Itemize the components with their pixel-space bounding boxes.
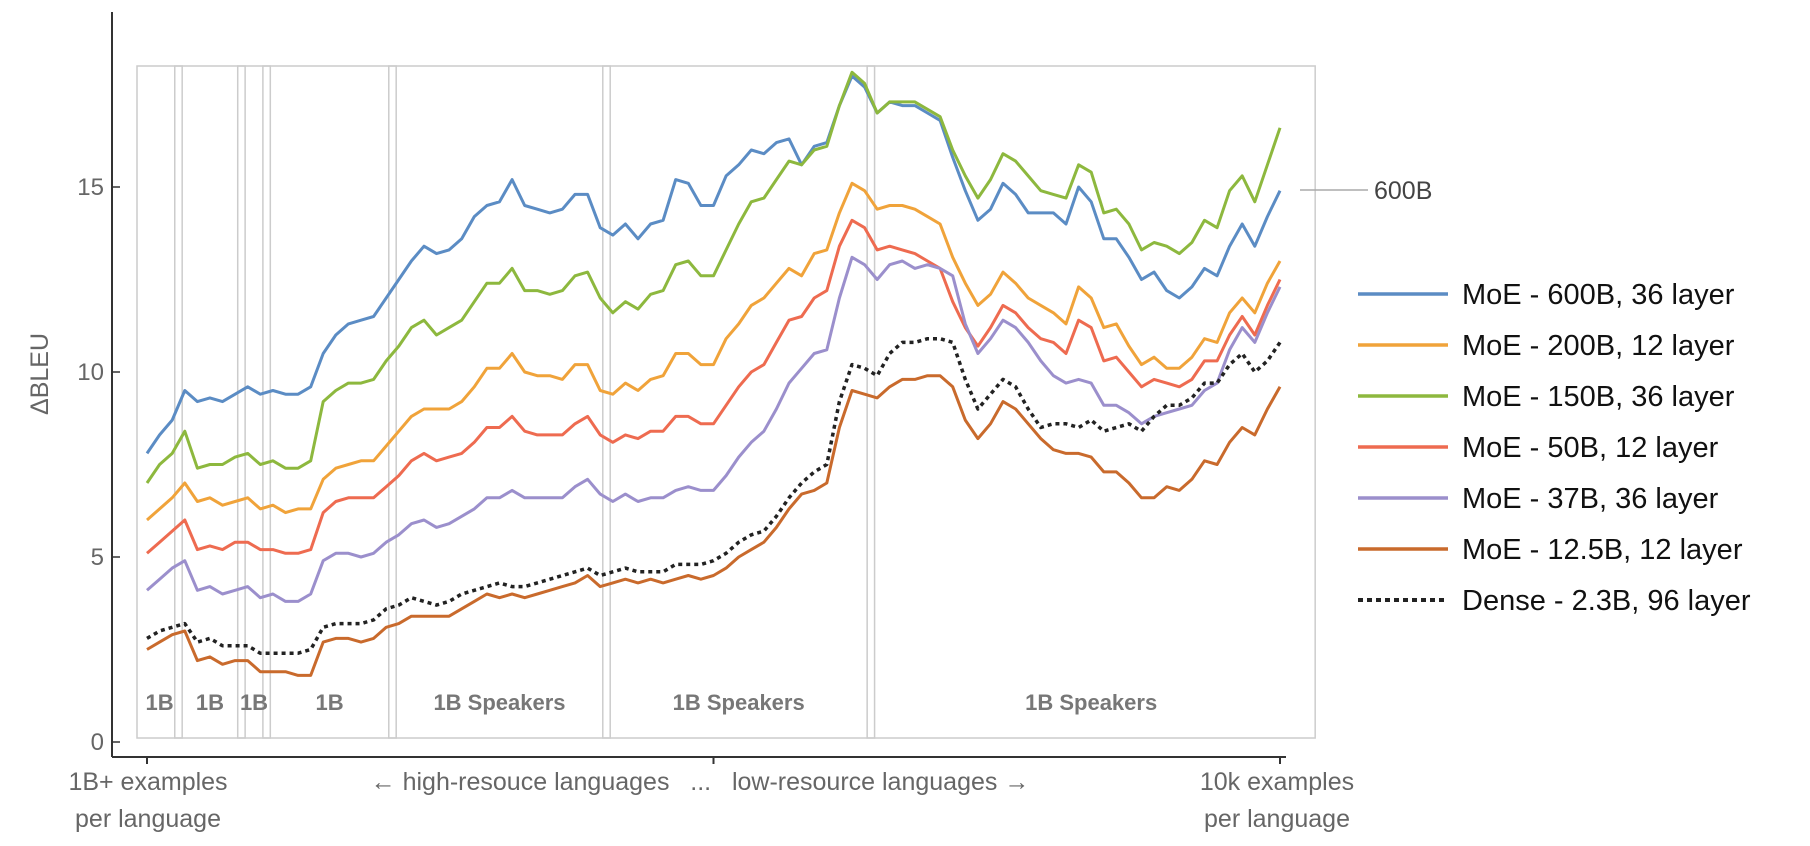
axes bbox=[111, 12, 1286, 764]
x-axis-center-label: ← high-resouce languages ... low-resourc… bbox=[371, 768, 1030, 796]
y-axis-ticks: 0 5 10 15 bbox=[77, 174, 120, 756]
legend-label: MoE - 37B, 36 layer bbox=[1462, 483, 1719, 515]
group-box bbox=[174, 65, 246, 739]
legend-label: MoE - 600B, 36 layer bbox=[1462, 279, 1735, 311]
callout-label: 600B bbox=[1374, 177, 1432, 205]
group-box bbox=[136, 65, 183, 739]
series-line bbox=[145, 74, 1282, 455]
x-axis-left-label-line2: per language bbox=[75, 805, 221, 833]
group-label: 1B bbox=[315, 690, 343, 715]
group-label: 1B Speakers bbox=[673, 690, 805, 715]
y-tick-label: 0 bbox=[91, 729, 104, 756]
legend-label: MoE - 200B, 12 layer bbox=[1462, 330, 1735, 362]
x-axis-right-label-line2: per language bbox=[1204, 805, 1350, 833]
group-label: 1B bbox=[240, 690, 268, 715]
series-line bbox=[146, 374, 1282, 677]
group-label: 1B Speakers bbox=[1025, 690, 1157, 715]
legend-label: MoE - 50B, 12 layer bbox=[1462, 432, 1719, 464]
x-axis-right-label-line1: 10k examples bbox=[1200, 768, 1354, 796]
series-line bbox=[146, 255, 1282, 603]
legend-label: MoE - 12.5B, 12 layer bbox=[1462, 534, 1743, 566]
series-lines bbox=[145, 70, 1282, 677]
y-axis-label: ΔBLEU bbox=[26, 333, 54, 415]
series-line bbox=[146, 336, 1282, 655]
group-label: 1B bbox=[196, 690, 224, 715]
group-box bbox=[388, 65, 611, 739]
y-tick-label: 15 bbox=[77, 174, 104, 201]
series-line bbox=[145, 70, 1282, 484]
group-label: 1B bbox=[146, 690, 174, 715]
group-label: 1B Speakers bbox=[433, 690, 565, 715]
series-line bbox=[146, 218, 1282, 555]
legend-label: MoE - 150B, 36 layer bbox=[1462, 381, 1735, 413]
series-line bbox=[146, 181, 1282, 522]
legend: MoE - 600B, 36 layer MoE - 200B, 12 layer… bbox=[1358, 279, 1751, 617]
group-box bbox=[262, 65, 397, 739]
group-box bbox=[236, 65, 272, 739]
y-tick-label: 10 bbox=[77, 359, 104, 386]
group-labels: 1B 1B 1B 1B 1B Speakers 1B Speakers 1B Speaker… bbox=[146, 690, 1158, 715]
group-box bbox=[602, 65, 876, 739]
group-box bbox=[866, 65, 1316, 739]
legend-label: Dense - 2.3B, 96 layer bbox=[1462, 585, 1751, 617]
x-axis-left-label-line1: 1B+ examples bbox=[68, 768, 227, 796]
y-tick-label: 5 bbox=[91, 544, 104, 571]
group-boxes bbox=[136, 65, 1316, 739]
